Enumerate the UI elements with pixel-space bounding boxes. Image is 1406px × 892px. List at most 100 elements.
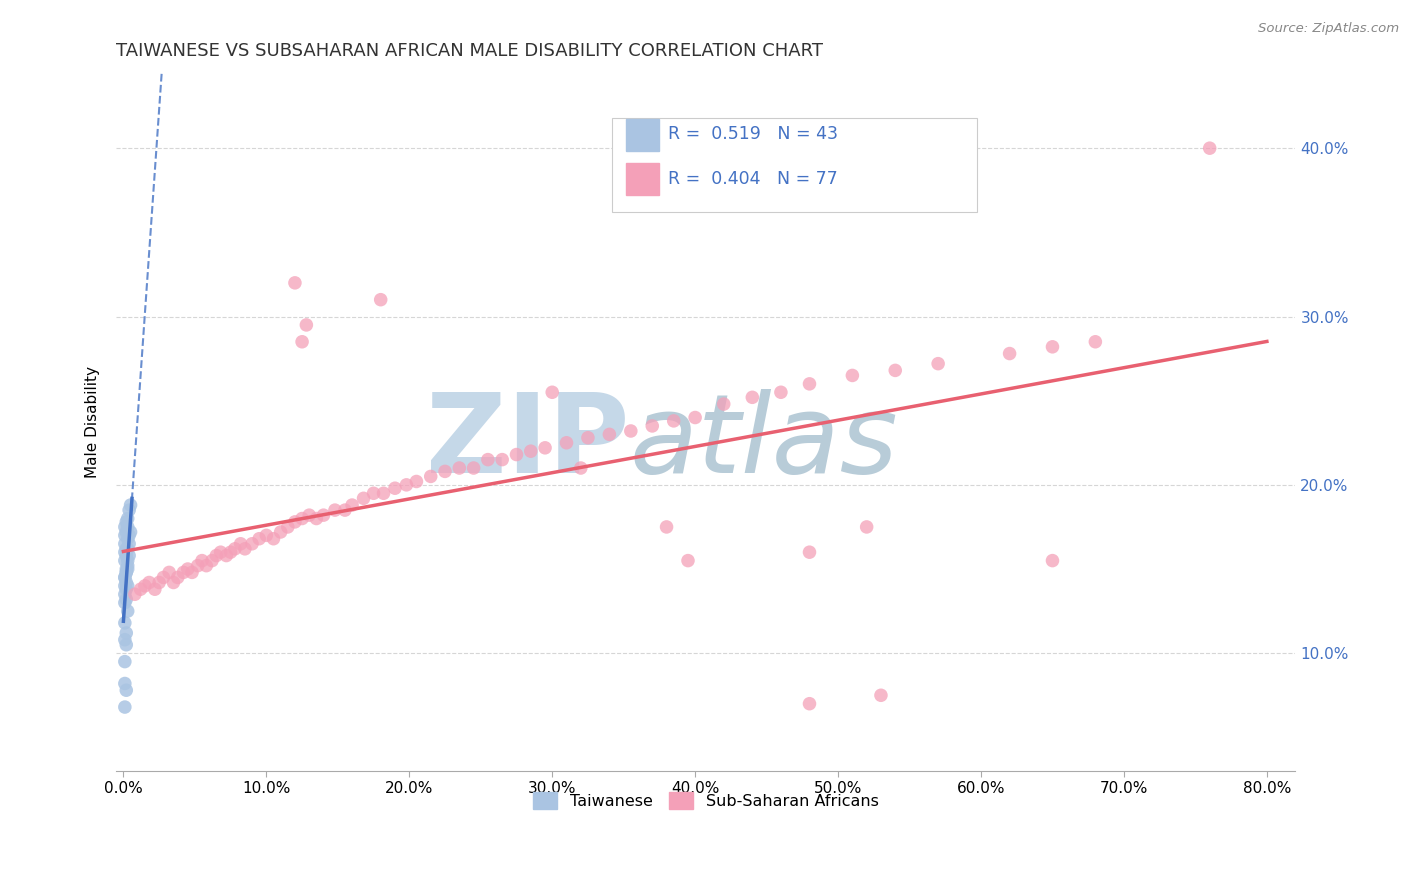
Point [191,553,214,567]
Point [555,435,578,450]
Point [799,697,821,711]
Point [115,524,138,539]
Point [491,452,513,467]
Point [353,491,375,506]
Point [117,579,139,593]
Point [157,566,180,580]
Point [115,566,138,580]
Point [741,390,763,404]
Bar [626,163,658,194]
Point [449,461,471,475]
Point [655,520,678,534]
Point [118,528,141,542]
Point [205,549,228,563]
Point [115,566,138,580]
Point [434,464,457,478]
Point [177,562,200,576]
Point [148,575,170,590]
Point [114,587,136,601]
Point [115,683,138,698]
Point [129,582,152,597]
Point [405,475,427,489]
Text: TAIWANESE VS SUBSAHARAN AFRICAN MALE DISABILITY CORRELATION CHART: TAIWANESE VS SUBSAHARAN AFRICAN MALE DIS… [117,42,824,60]
Point [215,549,238,563]
Point [855,520,877,534]
Point [117,562,139,576]
Point [209,545,232,559]
Point [884,363,907,377]
Point [576,431,599,445]
Point [219,545,242,559]
Text: atlas: atlas [630,389,898,496]
Point [569,461,592,475]
Point [1042,340,1064,354]
Point [384,481,406,495]
Legend: Taiwanese, Sub-Saharan Africans: Taiwanese, Sub-Saharan Africans [527,786,884,815]
Y-axis label: Male Disability: Male Disability [86,366,100,478]
Point [187,558,209,573]
FancyBboxPatch shape [612,118,977,212]
Point [115,515,138,529]
Point [118,549,141,563]
Point [120,498,142,512]
Point [1198,141,1220,155]
Point [419,469,441,483]
Point [201,553,224,567]
Point [118,537,141,551]
Point [124,587,146,601]
Point [870,688,893,702]
Point [114,596,136,610]
Point [120,524,142,539]
Point [117,520,139,534]
Point [534,441,557,455]
Point [270,524,292,539]
Point [641,419,664,434]
Point [115,592,138,607]
Point [373,486,395,500]
Point [114,700,136,714]
Point [927,357,949,371]
Point [263,532,285,546]
Point [598,427,620,442]
Point [713,397,735,411]
Point [195,558,218,573]
Point [683,410,706,425]
Point [363,486,385,500]
Point [505,448,527,462]
Point [254,528,277,542]
Point [134,579,156,593]
Point [114,676,136,690]
Point [284,515,307,529]
Point [463,461,485,475]
Point [291,511,314,525]
Point [520,444,543,458]
Point [162,575,184,590]
Point [115,626,138,640]
Point [477,452,499,467]
Point [370,293,392,307]
Point [291,334,314,349]
Point [114,579,136,593]
Point [143,582,166,597]
Point [118,503,141,517]
Point [117,532,139,546]
Point [114,655,136,669]
Point [620,424,643,438]
Point [284,276,307,290]
Point [114,615,136,630]
Point [114,632,136,647]
Point [117,553,139,567]
Point [312,508,335,523]
Point [114,570,136,584]
Point [662,414,685,428]
Point [138,575,160,590]
Point [998,346,1021,360]
Point [152,570,174,584]
Text: R =  0.519   N = 43: R = 0.519 N = 43 [668,125,838,143]
Point [676,553,699,567]
Point [115,549,138,563]
Point [229,537,252,551]
Point [117,541,139,556]
Text: ZIP: ZIP [426,389,630,496]
Point [117,558,139,573]
